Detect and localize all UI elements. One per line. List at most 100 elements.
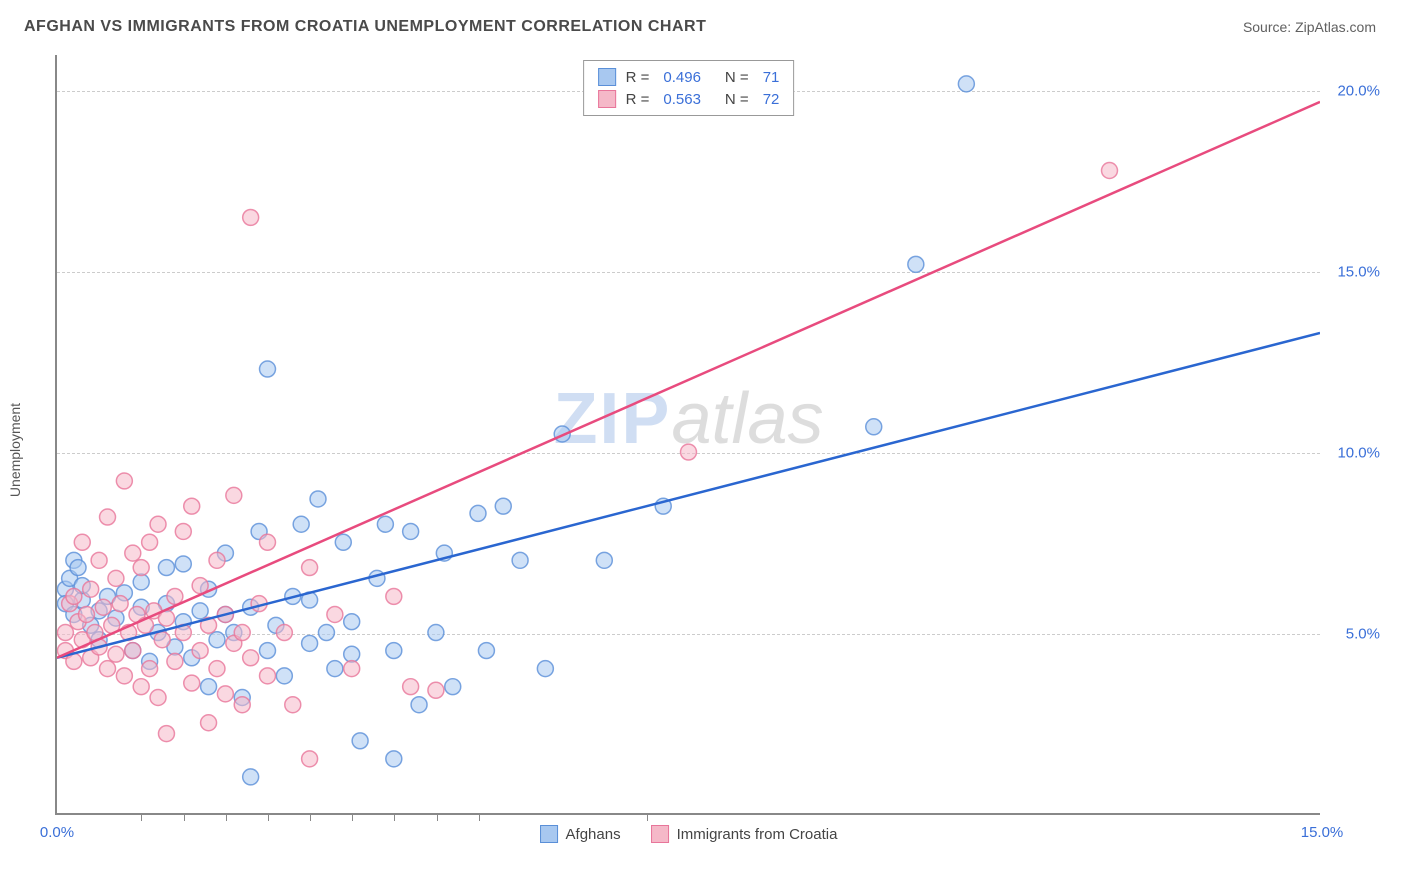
legend-series-item: Immigrants from Croatia: [651, 825, 838, 843]
scatter-point: [428, 682, 444, 698]
scatter-point: [377, 516, 393, 532]
scatter-point: [175, 523, 191, 539]
scatter-point: [908, 256, 924, 272]
scatter-point: [142, 661, 158, 677]
scatter-point: [293, 516, 309, 532]
scatter-point: [74, 534, 90, 550]
scatter-point: [125, 643, 141, 659]
scatter-point: [327, 661, 343, 677]
scatter-point: [83, 581, 99, 597]
scatter-point: [78, 606, 94, 622]
scatter-point: [352, 733, 368, 749]
scatter-point: [495, 498, 511, 514]
scatter-point: [184, 498, 200, 514]
x-tick-mark: [647, 813, 648, 821]
scatter-point: [108, 570, 124, 586]
scatter-point: [866, 419, 882, 435]
scatter-point: [386, 643, 402, 659]
scatter-point: [234, 697, 250, 713]
scatter-point: [344, 646, 360, 662]
legend-row: R =0.496N =71: [598, 66, 780, 88]
series-legend: Afghans Immigrants from Croatia: [540, 825, 838, 843]
scatter-point: [428, 625, 444, 641]
scatter-point: [192, 603, 208, 619]
source-attribution: Source: ZipAtlas.com: [1243, 19, 1376, 35]
scatter-point: [201, 715, 217, 731]
scatter-point: [445, 679, 461, 695]
scatter-point: [100, 509, 116, 525]
scatter-point: [243, 209, 259, 225]
scatter-point: [209, 632, 225, 648]
scatter-point: [158, 726, 174, 742]
scatter-point: [310, 491, 326, 507]
scatter-point: [125, 545, 141, 561]
scatter-point: [108, 646, 124, 662]
scatter-point: [344, 661, 360, 677]
x-tick-label: 0.0%: [40, 824, 74, 841]
correlation-legend: R =0.496N =71R =0.563N =72: [583, 60, 795, 116]
scatter-point: [512, 552, 528, 568]
scatter-point: [95, 599, 111, 615]
scatter-point: [302, 635, 318, 651]
x-tick-mark: [394, 813, 395, 821]
x-tick-mark: [310, 813, 311, 821]
y-axis-label: Unemployment: [7, 403, 23, 497]
legend-series-name: Immigrants from Croatia: [677, 826, 838, 843]
scatter-point: [209, 552, 225, 568]
scatter-point: [150, 690, 166, 706]
scatter-point: [175, 556, 191, 572]
scatter-point: [100, 661, 116, 677]
scatter-point: [302, 560, 318, 576]
r-value: 0.496: [663, 69, 701, 86]
x-tick-mark: [268, 813, 269, 821]
scatter-point: [411, 697, 427, 713]
scatter-point: [344, 614, 360, 630]
scatter-plot-svg: [57, 55, 1320, 813]
scatter-point: [327, 606, 343, 622]
legend-swatch: [598, 90, 616, 108]
scatter-point: [386, 751, 402, 767]
scatter-point: [260, 361, 276, 377]
scatter-point: [478, 643, 494, 659]
scatter-point: [217, 686, 233, 702]
trend-line: [57, 333, 1320, 658]
r-label: R =: [626, 69, 650, 86]
scatter-point: [260, 534, 276, 550]
scatter-point: [167, 588, 183, 604]
scatter-point: [243, 769, 259, 785]
scatter-point: [470, 505, 486, 521]
legend-swatch: [540, 825, 558, 843]
y-tick-label: 20.0%: [1325, 83, 1380, 100]
scatter-point: [184, 675, 200, 691]
y-tick-label: 15.0%: [1325, 264, 1380, 281]
scatter-point: [66, 588, 82, 604]
scatter-point: [150, 516, 166, 532]
scatter-point: [276, 625, 292, 641]
y-tick-label: 10.0%: [1325, 445, 1380, 462]
x-tick-mark: [437, 813, 438, 821]
scatter-point: [133, 560, 149, 576]
x-tick-label: 15.0%: [1301, 824, 1344, 841]
x-tick-mark: [226, 813, 227, 821]
scatter-point: [243, 650, 259, 666]
scatter-point: [260, 668, 276, 684]
scatter-point: [116, 473, 132, 489]
scatter-point: [234, 625, 250, 641]
scatter-point: [335, 534, 351, 550]
scatter-point: [386, 588, 402, 604]
y-tick-label: 5.0%: [1325, 626, 1380, 643]
scatter-point: [318, 625, 334, 641]
scatter-point: [167, 653, 183, 669]
legend-series-item: Afghans: [540, 825, 621, 843]
scatter-point: [681, 444, 697, 460]
scatter-point: [276, 668, 292, 684]
scatter-point: [133, 679, 149, 695]
scatter-point: [403, 679, 419, 695]
scatter-point: [403, 523, 419, 539]
r-value: 0.563: [663, 91, 701, 108]
scatter-point: [260, 643, 276, 659]
scatter-point: [302, 751, 318, 767]
n-value: 71: [763, 69, 780, 86]
r-label: R =: [626, 91, 650, 108]
trend-line: [57, 102, 1320, 658]
